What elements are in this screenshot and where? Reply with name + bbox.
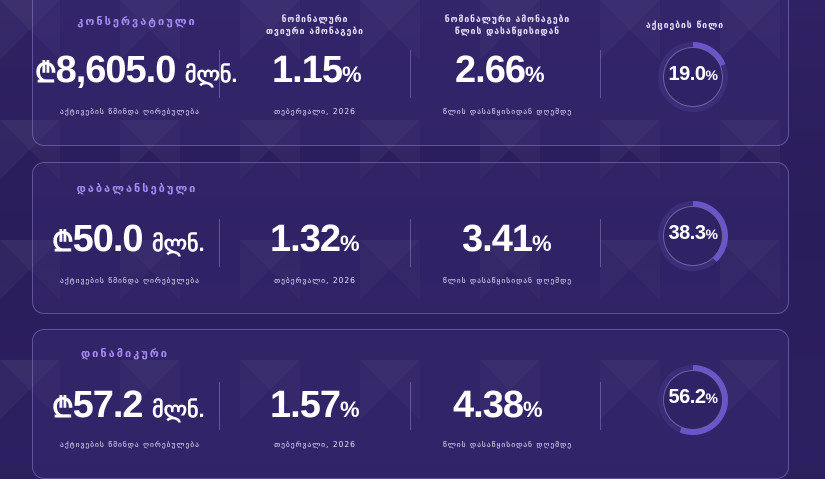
- divider: [410, 219, 411, 267]
- divider: [219, 382, 220, 430]
- nav-caption: აქტივების წმინდა ღირებულება: [60, 440, 200, 449]
- month-caption: თებერვალი, 2026: [274, 440, 356, 449]
- fund-title: კონსერვატიული: [77, 15, 197, 28]
- divider: [410, 50, 411, 98]
- monthly-number: 1.32: [270, 218, 341, 260]
- donut-inner: [663, 47, 723, 107]
- divider: [219, 50, 220, 98]
- header-line: თვიური ამონაგები: [266, 27, 364, 37]
- ytd-number: 4.38: [453, 384, 524, 426]
- equity-number: 19.0: [668, 63, 706, 85]
- divider: [600, 382, 601, 430]
- percent-sign: %: [524, 62, 545, 87]
- equity-share-header: აქციების წილი: [645, 21, 725, 31]
- nav-value: ₾50.0 მლნ.: [52, 219, 205, 264]
- nav-number: 8,605.0: [55, 49, 177, 91]
- nav-caption: აქტივების წმინდა ღირებულება: [60, 276, 200, 285]
- monthly-return-value: 1.32%: [270, 219, 360, 264]
- nav-value: ₾8,605.0 მლნ.: [35, 50, 237, 95]
- equity-share-value: 38.3%: [658, 222, 728, 245]
- ytd-caption: წლის დასაწყისიდან დღემდე: [442, 440, 573, 449]
- ytd-return-value: 3.41%: [462, 219, 552, 264]
- equity-share-donut: 19.0%: [658, 42, 728, 112]
- divider: [600, 219, 601, 267]
- percent-sign: %: [339, 231, 360, 256]
- percent-sign: %: [341, 62, 362, 87]
- monthly-number: 1.15: [272, 49, 343, 91]
- equity-number: 38.3: [668, 222, 706, 244]
- currency-symbol: ₾: [52, 392, 74, 423]
- percent-sign: %: [705, 226, 718, 242]
- donut-inner: [663, 370, 723, 430]
- header-line: ნომინალური ამონაგები: [444, 15, 571, 25]
- ytd-return-value: 4.38%: [453, 385, 543, 430]
- ytd-return-value: 2.66%: [455, 50, 545, 95]
- divider: [219, 219, 220, 267]
- equity-share-donut: 56.2%: [658, 365, 728, 435]
- month-caption: თებერვალი, 2026: [274, 107, 356, 116]
- equity-share-value: 19.0%: [658, 63, 728, 86]
- divider: [410, 382, 411, 430]
- unit-label: მლნ.: [152, 397, 205, 422]
- donut-inner: [663, 206, 723, 266]
- ytd-number: 2.66: [455, 49, 526, 91]
- percent-sign: %: [705, 67, 718, 83]
- percent-sign: %: [531, 231, 552, 256]
- unit-label: მლნ.: [152, 231, 205, 256]
- nav-value: ₾57.2 მლნ.: [52, 385, 205, 430]
- monthly-return-value: 1.15%: [272, 50, 362, 95]
- month-caption: თებერვალი, 2026: [274, 276, 356, 285]
- ytd-number: 3.41: [462, 218, 533, 260]
- monthly-number: 1.57: [270, 384, 341, 426]
- equity-number: 56.2: [668, 386, 706, 408]
- currency-symbol: ₾: [35, 57, 57, 88]
- nav-number: 57.2: [72, 384, 144, 426]
- ytd-caption: წლის დასაწყისიდან დღემდე: [442, 107, 573, 116]
- header-line: ნომინალური: [281, 15, 349, 25]
- currency-symbol: ₾: [52, 226, 74, 257]
- equity-share-value: 56.2%: [658, 386, 728, 409]
- percent-sign: %: [339, 397, 360, 422]
- percent-sign: %: [705, 390, 718, 406]
- nav-number: 50.0: [72, 218, 144, 260]
- fund-title: დაბალანსებული: [76, 182, 198, 195]
- monthly-return-header: ნომინალური თვიური ამონაგები: [250, 14, 380, 38]
- ytd-caption: წლის დასაწყისიდან დღემდე: [442, 276, 573, 285]
- header-line: წლის დასაწყისიდან: [454, 27, 561, 37]
- ytd-return-header: ნომინალური ამონაგები წლის დასაწყისიდან: [425, 14, 590, 38]
- fund-title: დინამიკური: [80, 347, 170, 360]
- percent-sign: %: [522, 397, 543, 422]
- divider: [600, 50, 601, 98]
- nav-caption: აქტივების წმინდა ღირებულება: [60, 107, 200, 116]
- equity-share-donut: 38.3%: [658, 201, 728, 271]
- monthly-return-value: 1.57%: [270, 385, 360, 430]
- unit-label: მლნ.: [184, 62, 238, 87]
